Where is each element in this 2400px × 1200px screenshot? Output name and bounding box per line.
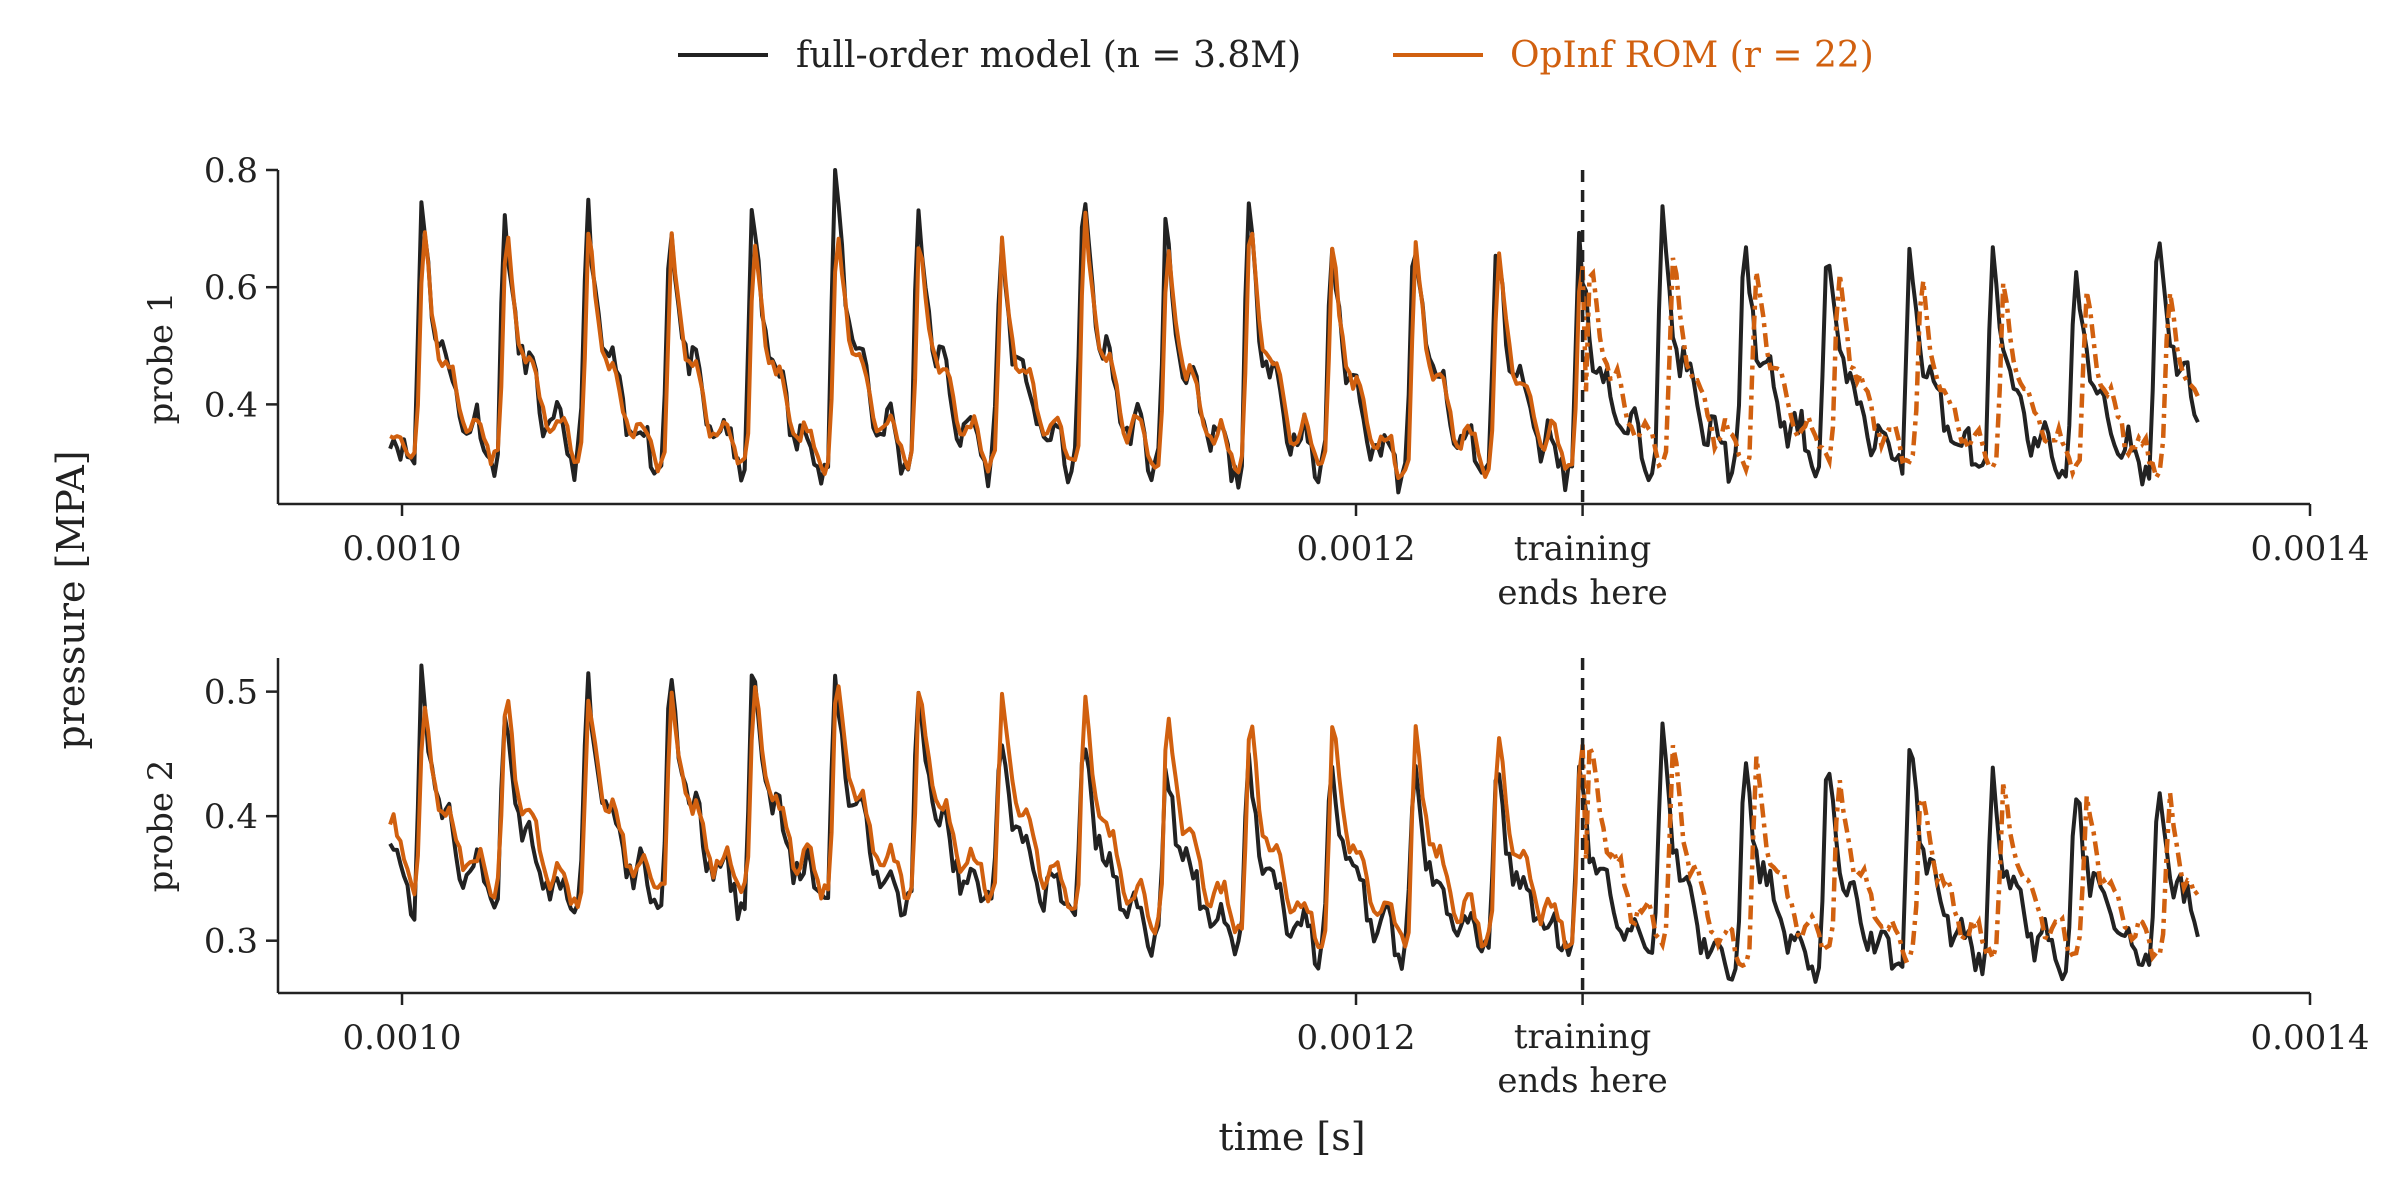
- probe-1-rom-prediction-series-line: [1580, 257, 2200, 484]
- probe-1-xtick-label: 0.0010: [343, 529, 462, 569]
- legend: full-order model (n = 3.8M) OpInf ROM (r…: [678, 35, 1874, 76]
- subplot-probe-2: probe 2 0.3 0.4 0.5 0.0010 0.0012 0.0014 trai…: [141, 658, 2369, 1101]
- probe-2-ytick-label: 0.4: [204, 797, 258, 837]
- probe-1-ytick-label: 0.4: [204, 385, 258, 425]
- probe-1-label: probe 1: [141, 292, 181, 425]
- x-axis-label: time [s]: [1218, 1115, 1365, 1159]
- probe-1-xtick-label: 0.0014: [2251, 529, 2370, 569]
- probe-2-rom-training-series-line: [388, 684, 1585, 950]
- shared-y-axis-label: pressure [MPA]: [49, 450, 93, 749]
- probe-2-ytick-label: 0.3: [204, 922, 258, 962]
- legend-rom-label: OpInf ROM (r = 22): [1510, 35, 1874, 76]
- training-end-label-line2: ends here: [1497, 573, 1667, 613]
- probe-1-rom-training-series-line: [389, 210, 1585, 480]
- legend-fom-label: full-order model (n = 3.8M): [796, 35, 1301, 76]
- training-end-label-line1: training: [1514, 1017, 1652, 1057]
- probe-2-xtick-label: 0.0014: [2251, 1018, 2370, 1058]
- probe-1-xtick-label: 0.0012: [1297, 529, 1416, 569]
- probe-1-ytick-label: 0.6: [204, 268, 258, 308]
- probe-2-xtick-label: 0.0012: [1297, 1018, 1416, 1058]
- probe-2-rom-prediction-series-line: [1580, 744, 2200, 969]
- subplot-probe-1: probe 1 0.4 0.6 0.8 0.0010 0.0012 0.0014 trai…: [141, 151, 2369, 613]
- probe-2-xtick-label: 0.0010: [343, 1018, 462, 1058]
- probe-2-label: probe 2: [141, 760, 181, 893]
- training-end-label-line1: training: [1514, 529, 1652, 569]
- training-end-label-line2: ends here: [1497, 1061, 1667, 1101]
- probe-2-ytick-label: 0.5: [204, 673, 258, 713]
- probe-1-ytick-label: 0.8: [204, 151, 258, 191]
- probe-1-fom-series-line: [388, 168, 2200, 495]
